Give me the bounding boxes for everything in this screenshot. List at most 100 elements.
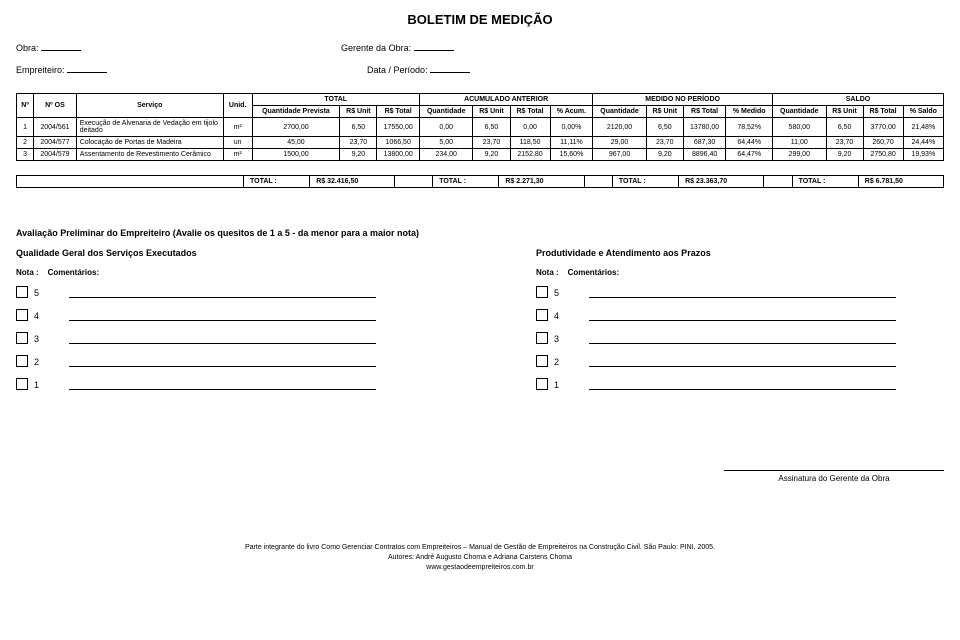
cell: m² bbox=[223, 118, 252, 137]
cell: 6,50 bbox=[826, 118, 863, 137]
cell: 13800,00 bbox=[377, 149, 420, 161]
signature-line: Assinatura do Gerente da Obra bbox=[724, 470, 944, 483]
totals-row: TOTAL : R$ 32.416,50 TOTAL : R$ 2.271,30… bbox=[16, 175, 944, 188]
col-11: Quantidade bbox=[593, 106, 647, 118]
cell: 0,00% bbox=[550, 118, 593, 137]
cell: 9,20 bbox=[646, 149, 683, 161]
cell: 29,00 bbox=[593, 137, 647, 149]
obra-label: Obra: bbox=[16, 43, 39, 53]
checkbox-icon[interactable] bbox=[16, 378, 28, 390]
quality-title: Qualidade Geral dos Serviços Executados bbox=[16, 248, 376, 258]
cell: 23,70 bbox=[473, 137, 510, 149]
comment-line bbox=[589, 377, 896, 390]
score-label: 3 bbox=[34, 334, 39, 344]
footer-line-1: Parte integrante do livro Como Gerenciar… bbox=[16, 543, 944, 553]
score-row: 3 bbox=[536, 331, 896, 344]
cell: 687,30 bbox=[683, 137, 726, 149]
cell: 1 bbox=[17, 118, 34, 137]
cell: 23,70 bbox=[340, 137, 377, 149]
checkbox-icon[interactable] bbox=[536, 309, 548, 321]
periodo-label: Data / Período: bbox=[367, 65, 428, 75]
checkbox-icon[interactable] bbox=[536, 332, 548, 344]
cell: 23,70 bbox=[646, 137, 683, 149]
checkbox-icon[interactable] bbox=[16, 309, 28, 321]
checkbox-icon[interactable] bbox=[16, 332, 28, 344]
col-14: % Medido bbox=[726, 106, 773, 118]
col-16: R$ Unit bbox=[826, 106, 863, 118]
total-label-1: TOTAL : bbox=[244, 176, 310, 188]
score-label: 1 bbox=[554, 380, 559, 390]
cell: 9,20 bbox=[826, 149, 863, 161]
col-15: Quantidade bbox=[773, 106, 827, 118]
cell: Colocação de Portas de Madeira bbox=[76, 137, 223, 149]
checkbox-icon[interactable] bbox=[16, 355, 28, 367]
cell: 9,20 bbox=[473, 149, 510, 161]
score-label: 2 bbox=[34, 357, 39, 367]
col-7: Quantidade bbox=[419, 106, 473, 118]
comment-line bbox=[69, 354, 376, 367]
cell: 2152,80 bbox=[510, 149, 550, 161]
cell: 299,00 bbox=[773, 149, 827, 161]
cell: 2004/577 bbox=[34, 137, 77, 149]
empreiteiro-label: Empreiteiro: bbox=[16, 65, 65, 75]
cell: 3770,00 bbox=[863, 118, 903, 137]
comment-line bbox=[69, 377, 376, 390]
page-title: BOLETIM DE MEDIÇÃO bbox=[16, 12, 944, 27]
cell: 11,00 bbox=[773, 137, 827, 149]
comment-line bbox=[69, 331, 376, 344]
score-row: 5 bbox=[536, 285, 896, 298]
col-10: % Acum. bbox=[550, 106, 593, 118]
cell: 6,50 bbox=[646, 118, 683, 137]
score-row: 4 bbox=[16, 308, 376, 321]
page-footer: Parte integrante do livro Como Gerenciar… bbox=[16, 543, 944, 572]
cell: 2004/561 bbox=[34, 118, 77, 137]
score-row: 2 bbox=[16, 354, 376, 367]
nota-left: Nota : Comentários: bbox=[16, 268, 376, 277]
checkbox-icon[interactable] bbox=[536, 378, 548, 390]
score-row: 4 bbox=[536, 308, 896, 321]
total-label-4: TOTAL : bbox=[792, 176, 858, 188]
group-medido: MEDIDO NO PERÍODO bbox=[593, 94, 773, 106]
checkbox-icon[interactable] bbox=[536, 355, 548, 367]
col-9: R$ Total bbox=[510, 106, 550, 118]
cell: 23,70 bbox=[826, 137, 863, 149]
cell: 2 bbox=[17, 137, 34, 149]
comment-line bbox=[69, 285, 376, 298]
col-13: R$ Total bbox=[683, 106, 726, 118]
score-label: 5 bbox=[554, 288, 559, 298]
cell: 8896,40 bbox=[683, 149, 726, 161]
header-row-1: Obra: Gerente da Obra: bbox=[16, 43, 944, 53]
col-4: Quantidade Prevista bbox=[252, 106, 340, 118]
gerente-value bbox=[414, 50, 454, 51]
header-row-2: Empreiteiro: Data / Período: bbox=[16, 65, 944, 75]
cell: 6,50 bbox=[340, 118, 377, 137]
group-saldo: SALDO bbox=[773, 94, 944, 106]
total-label-3: TOTAL : bbox=[612, 176, 678, 188]
cell: 2700,00 bbox=[252, 118, 340, 137]
cell: 78,52% bbox=[726, 118, 773, 137]
evaluation-left: Qualidade Geral dos Serviços Executados … bbox=[16, 248, 376, 400]
cell: 9,20 bbox=[340, 149, 377, 161]
cell: 260,70 bbox=[863, 137, 903, 149]
evaluation-right: Produtividade e Atendimento aos Prazos N… bbox=[536, 248, 896, 400]
cell: 118,50 bbox=[510, 137, 550, 149]
score-label: 4 bbox=[34, 311, 39, 321]
col-5: R$ Unit bbox=[340, 106, 377, 118]
cell: 64,44% bbox=[726, 137, 773, 149]
checkbox-icon[interactable] bbox=[536, 286, 548, 298]
cell: 1066,50 bbox=[377, 137, 420, 149]
cell: 234,00 bbox=[419, 149, 473, 161]
cell: m² bbox=[223, 149, 252, 161]
cell: 5,00 bbox=[419, 137, 473, 149]
cell: 64,47% bbox=[726, 149, 773, 161]
cell: 0,00 bbox=[419, 118, 473, 137]
col-os: Nº OS bbox=[34, 94, 77, 118]
measurement-table: Nº Nº OS Serviço Unid. TOTAL ACUMULADO A… bbox=[16, 93, 944, 161]
cell: Assentamento de Revestimento Cerâmico bbox=[76, 149, 223, 161]
total-value-2: R$ 2.271,30 bbox=[499, 176, 584, 188]
productivity-title: Produtividade e Atendimento aos Prazos bbox=[536, 248, 896, 258]
evaluation-title: Avaliação Preliminar do Empreiteiro (Ava… bbox=[16, 228, 944, 238]
footer-line-2: Autores: André Augusto Choma e Adriana C… bbox=[16, 553, 944, 563]
col-no: Nº bbox=[17, 94, 34, 118]
checkbox-icon[interactable] bbox=[16, 286, 28, 298]
